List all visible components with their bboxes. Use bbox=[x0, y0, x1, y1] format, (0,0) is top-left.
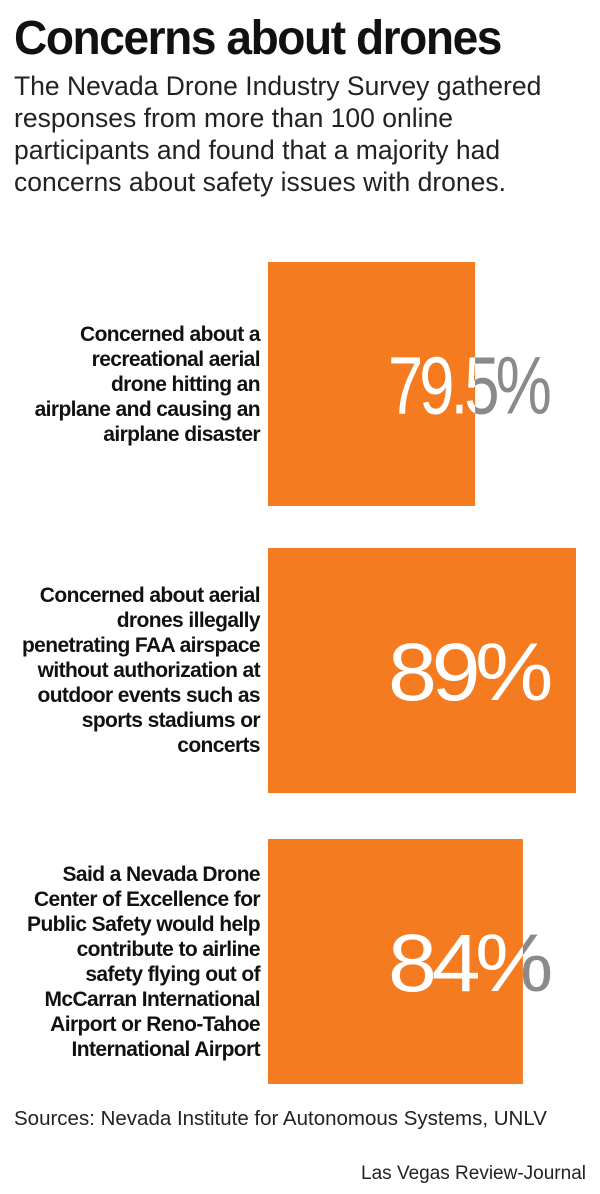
category-label-line: Concerned about aerial bbox=[39, 584, 261, 607]
bar-1 bbox=[268, 262, 476, 506]
category-label-line: contribute to airline bbox=[76, 937, 261, 961]
category-label-line: outdoor events such as bbox=[37, 684, 260, 707]
category-label-line: drone hitting an bbox=[110, 372, 261, 396]
source-note: Sources: Nevada Institute for Autonomous… bbox=[14, 1107, 547, 1130]
category-label-2: Concerned about aerial drones illegally pe… bbox=[21, 583, 261, 758]
value-label-1-overflow: 79.5% bbox=[388, 341, 550, 432]
category-label-line: concerts bbox=[177, 734, 260, 757]
category-label-line: recreational aerial bbox=[91, 347, 261, 371]
publisher-credit: Las Vegas Review-Journal bbox=[361, 1163, 586, 1184]
value-label-2: 89% bbox=[388, 627, 550, 718]
category-label-line: Concerned about a bbox=[80, 322, 261, 346]
chart-title: Concerns about drones bbox=[14, 12, 502, 65]
category-label-1: Concerned about a recreational aerial dron… bbox=[34, 322, 261, 447]
category-label-line: International Airport bbox=[71, 1037, 261, 1061]
category-label-line: Public Safety would help bbox=[27, 912, 261, 936]
category-label-line: without authorization at bbox=[37, 659, 261, 682]
category-label-3: Said a Nevada Drone Center of Excellence … bbox=[27, 862, 261, 1062]
bar-2 bbox=[268, 548, 576, 793]
chart-subtitle: The Nevada Drone Industry Survey gathere… bbox=[14, 71, 542, 197]
bar-3 bbox=[268, 839, 523, 1084]
value-label-3: 84% bbox=[388, 918, 550, 1009]
category-label-line: McCarran International bbox=[44, 987, 260, 1011]
category-label-line: airplane disaster bbox=[103, 422, 260, 446]
category-label-line: penetrating FAA airspace bbox=[21, 634, 261, 657]
category-label-line: airplane and causing an bbox=[34, 397, 261, 421]
category-label-line: Center of Excellence for bbox=[33, 887, 261, 911]
category-label-line: drones illegally bbox=[116, 609, 261, 632]
category-label-line: Said a Nevada Drone bbox=[62, 862, 260, 886]
value-label-1: 79.5% bbox=[388, 341, 550, 432]
category-label-line: safety flying out of bbox=[85, 962, 260, 986]
category-label-line: Airport or Reno-Tahoe bbox=[50, 1012, 260, 1036]
category-label-line: sports stadiums or bbox=[81, 709, 261, 732]
